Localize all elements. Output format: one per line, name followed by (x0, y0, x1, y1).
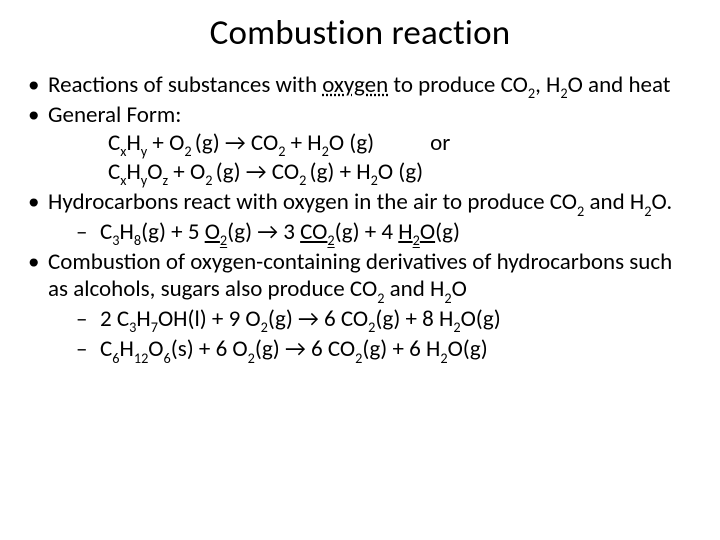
bullet-3: Hydrocarbons react with oxygen in the ai… (26, 189, 694, 248)
s: 2 (322, 142, 329, 160)
s: 2 (278, 142, 285, 160)
s: 2 (644, 202, 651, 220)
t: (g) → 6 CO (268, 305, 368, 333)
text: Reactions of substances with (48, 71, 322, 99)
text-oxygen: oxygen (322, 71, 388, 99)
s: 2 (205, 171, 215, 189)
t: C (108, 129, 120, 157)
t: (g) → CO (216, 158, 299, 186)
slide-title: Combustion reaction (26, 12, 694, 54)
t: O (148, 335, 163, 363)
s: 3 (112, 231, 119, 249)
t: H (120, 335, 134, 363)
bullet-1: Reactions of substances with oxygen to p… (26, 72, 694, 101)
t: O (420, 218, 435, 246)
s: 2 (577, 202, 584, 220)
s: y (141, 142, 147, 160)
sub-list: 2 C3H7OH(l) + 9 O2(g) → 6 CO2(g) + 8 H2O… (48, 306, 694, 366)
t: O (g) (378, 158, 423, 186)
s: 2 (299, 171, 309, 189)
t: + O (168, 158, 205, 186)
s: y (141, 171, 147, 189)
s: 2 (220, 231, 227, 249)
sub: 2 (560, 84, 567, 102)
t: C (100, 218, 112, 246)
t: (g) + 8 H (375, 305, 453, 333)
t: (g) + H (310, 158, 371, 186)
equation-2: 2 C3H7OH(l) + 9 O2(g) → 6 CO2(g) + 8 H2O… (48, 306, 694, 335)
s: x (120, 171, 126, 189)
t: + O (147, 129, 184, 157)
t: (g) (435, 218, 460, 246)
s: 2 (371, 171, 378, 189)
text: , H (535, 71, 560, 99)
sub: 2 (528, 84, 535, 102)
bullet-4: Combustion of oxygen-containing derivati… (26, 249, 694, 365)
t: (g) + 6 H (362, 335, 440, 363)
equation-1: C3H8(g) + 5 O2(g) → 3 CO2(g) + 4 H2O(g) (48, 219, 694, 248)
t: OH(l) + 9 O (158, 305, 261, 333)
t: Combustion of oxygen-containing derivati… (48, 248, 672, 303)
t: C (108, 158, 120, 186)
t: O(g) (461, 305, 501, 333)
t: H (136, 305, 150, 333)
t: H (120, 218, 134, 246)
t: CO (300, 218, 327, 246)
t: O (g) (329, 129, 374, 157)
t: H (126, 158, 140, 186)
t: O (452, 275, 467, 303)
s: 2 (261, 318, 268, 336)
t: O. (651, 188, 672, 216)
t: and H (384, 275, 444, 303)
s: 2 (184, 142, 194, 160)
s: 7 (151, 318, 158, 336)
equation-3: C6H12O6(s) + 6 O2(g) → 6 CO2(g) + 6 H2O(… (48, 336, 694, 365)
slide: Combustion reaction Reactions of substan… (0, 0, 720, 540)
bullet-2: General Form: CxHy + O2 (g) → CO2 + H2O … (26, 102, 694, 188)
s: 2 (413, 231, 420, 249)
s: 8 (134, 231, 141, 249)
or-text: or (430, 130, 450, 157)
s: 3 (129, 318, 136, 336)
s: 2 (355, 349, 362, 367)
t: 2 C (100, 305, 129, 333)
t: (g) → 3 (227, 218, 300, 246)
t: (s) + 6 O (171, 335, 248, 363)
s: z (162, 171, 168, 189)
text: to produce CO (388, 71, 528, 99)
text: General Form: (48, 101, 181, 129)
t: H (398, 218, 412, 246)
s: 2 (327, 231, 334, 249)
t: C (100, 335, 112, 363)
s: 2 (440, 349, 447, 367)
s: 6 (112, 349, 119, 367)
s: x (120, 142, 126, 160)
general-form-2: CxHyOz + O2 (g) → CO2 (g) + H2O (g) (48, 159, 694, 188)
t: (g) → CO (195, 129, 278, 157)
s: 2 (453, 318, 460, 336)
t: (g) + 5 (141, 218, 205, 246)
s: 2 (248, 349, 255, 367)
t: O (205, 218, 220, 246)
t: (g) + 4 (335, 218, 399, 246)
bullet-list: Reactions of substances with oxygen to p… (26, 72, 694, 366)
t: O(g) (448, 335, 488, 363)
t: (g) → 6 CO (255, 335, 355, 363)
s: 2 (368, 318, 375, 336)
t: + H (285, 129, 321, 157)
s: 6 (164, 349, 171, 367)
sub-list: C3H8(g) + 5 O2(g) → 3 CO2(g) + 4 H2O(g) (48, 219, 694, 248)
t: and H (584, 188, 644, 216)
s: 12 (134, 349, 148, 367)
text: O and heat (568, 71, 671, 99)
t: O (147, 158, 162, 186)
t: Hydrocarbons react with oxygen in the ai… (48, 188, 577, 216)
t: H (126, 129, 140, 157)
general-form-1: CxHy + O2 (g) → CO2 + H2O (g)or (48, 130, 694, 159)
